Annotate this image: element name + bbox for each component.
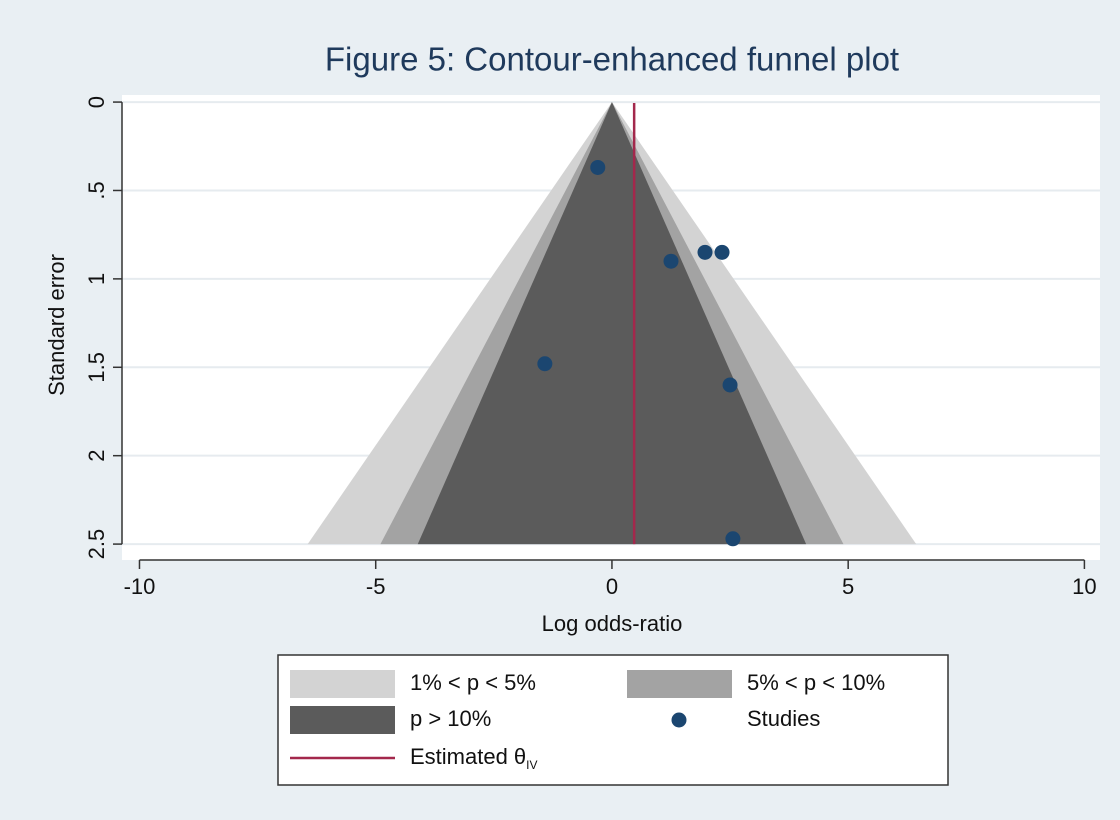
legend-label-subscript: IV — [526, 758, 537, 772]
legend-swatch — [290, 670, 395, 698]
x-tick-label: 5 — [842, 574, 854, 599]
legend-label: 5% < p < 10% — [747, 670, 885, 695]
x-axis-label: Log odds-ratio — [542, 611, 683, 636]
x-tick-label: 10 — [1072, 574, 1096, 599]
y-tick-label: .5 — [84, 181, 109, 199]
x-tick-label: -10 — [124, 574, 156, 599]
y-tick-label: 2.5 — [84, 529, 109, 560]
legend-marker — [671, 712, 687, 728]
y-tick-label: 1.5 — [84, 352, 109, 383]
y-tick-label: 0 — [84, 96, 109, 108]
study-point — [590, 159, 606, 175]
study-point — [537, 356, 553, 372]
study-point — [697, 244, 713, 260]
study-point — [722, 377, 738, 393]
y-tick-label: 2 — [84, 450, 109, 462]
study-point — [663, 253, 679, 269]
legend-label: Estimated θIV — [410, 744, 538, 772]
x-tick-label: 0 — [606, 574, 618, 599]
chart-title: Figure 5: Contour-enhanced funnel plot — [325, 41, 899, 78]
legend-label: Studies — [747, 706, 820, 731]
study-point — [714, 244, 730, 260]
x-tick-label: -5 — [366, 574, 386, 599]
legend-label-main: Estimated θ — [410, 744, 526, 769]
contour-region — [417, 102, 807, 545]
legend-swatch — [290, 706, 395, 734]
legend-label: 1% < p < 5% — [410, 670, 536, 695]
y-axis-label: Standard error — [44, 254, 69, 396]
y-tick-label: 1 — [84, 273, 109, 285]
legend-swatch — [627, 670, 732, 698]
study-point — [725, 531, 741, 547]
legend-label: p > 10% — [410, 706, 491, 731]
